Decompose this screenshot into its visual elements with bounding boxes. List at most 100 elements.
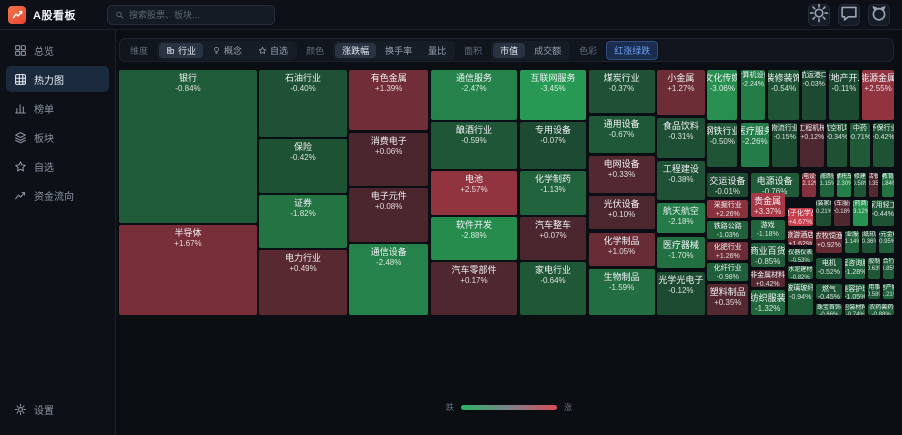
treemap-cell[interactable]: 服装家纺-0.21%	[815, 200, 832, 227]
treemap-cell[interactable]: 电子化学品+4.67%	[787, 207, 813, 227]
treemap-cell[interactable]: 互联网服务 -3.45%	[519, 70, 587, 120]
treemap-cell[interactable]: 汽车服务+0.18%	[834, 200, 850, 227]
treemap-cell[interactable]: 专业服务-1.14%	[845, 230, 860, 253]
treemap-cell[interactable]: 船舶制造-1.15%	[819, 172, 835, 197]
treemap-cell[interactable]: 造纸印刷-0.36%	[862, 230, 877, 253]
treemap-cell[interactable]: 化学制品 +1.05%	[588, 232, 655, 266]
treemap-cell[interactable]: 食品饮料 -0.31%	[656, 118, 705, 158]
treemap-cell[interactable]: 电池 +2.57%	[430, 170, 518, 216]
treemap-cell[interactable]: 物流行业 -0.15%	[772, 122, 798, 167]
treemap-cell[interactable]: 商业百货 -0.85%	[750, 242, 785, 267]
treemap-cell[interactable]: 公用事业-0.58%	[868, 283, 881, 300]
sidebar-item-heatmap[interactable]: 热力图	[6, 66, 109, 92]
treemap-cell[interactable]: 化纤行业 -0.98%	[707, 263, 749, 281]
treemap-cell[interactable]: 光伏设备 +0.10%	[588, 195, 655, 229]
treemap-cell[interactable]: 医药商业-3.12%	[852, 200, 869, 227]
treemap-cell[interactable]: 水泥建材 -0.82%	[787, 266, 813, 279]
treemap-cell[interactable]: 通信服务 -2.47%	[430, 70, 518, 120]
treemap-cell[interactable]: 能源金属 +2.55%	[862, 70, 894, 120]
treemap-cell[interactable]: 纺织服装 -1.32%	[750, 290, 785, 315]
sidebar-item-flow[interactable]: 资金流向	[6, 182, 109, 208]
treemap-cell[interactable]: 有色金属 +1.39%	[349, 70, 429, 131]
treemap-cell[interactable]: 包装材料-0.74%	[845, 303, 866, 315]
treemap-cell[interactable]: 化学制药 -1.13%	[519, 170, 587, 216]
filter-option-button[interactable]: 成交额	[527, 43, 568, 58]
treemap-cell[interactable]: 非金属材料 +0.42%	[750, 269, 785, 287]
sidebar-item-layers[interactable]: 板块	[6, 124, 109, 150]
treemap-cell[interactable]: 工程机械 +0.12%	[800, 122, 825, 167]
treemap-cell[interactable]: 燃气 -0.45%	[815, 283, 843, 300]
treemap-cell[interactable]: 铁路公路 -1.03%	[707, 220, 749, 239]
treemap-cell[interactable]: 专用设备 -0.07%	[519, 121, 587, 169]
treemap-cell[interactable]: 采掘行业 +2.26%	[707, 200, 749, 218]
treemap-cell[interactable]: 美容护理-1.05%	[845, 283, 866, 300]
filter-option-button[interactable]: 自选	[251, 43, 295, 58]
treemap-cell[interactable]: 电子元件 +0.08%	[349, 188, 429, 242]
treemap-cell[interactable]: 工程咨询服务-1.28%	[845, 257, 866, 279]
treemap-cell[interactable]: 煤炭行业 -0.37%	[588, 70, 655, 114]
treemap-cell[interactable]: 医疗服务 -2.26%	[740, 122, 770, 167]
treemap-cell[interactable]: 贵金属 +3.37%	[750, 192, 785, 217]
treemap-cell[interactable]: 家用轻工 -0.44%	[871, 200, 894, 227]
sidebar-item-settings[interactable]: 设置	[6, 396, 109, 422]
treemap-cell[interactable]: 通信设备 -2.48%	[349, 243, 429, 315]
treemap-cell[interactable]: 汽车整车 +0.07%	[519, 217, 587, 261]
treemap-cell[interactable]: 仪器仪表 -0.53%	[787, 249, 813, 263]
treemap-cell[interactable]: 软件开发 -2.88%	[430, 217, 518, 261]
treemap-cell[interactable]: 装修装饰 -0.54%	[768, 70, 799, 120]
treemap-cell[interactable]: 文化传媒 -3.06%	[707, 70, 738, 120]
treemap-cell[interactable]: 光学光电子 -0.12%	[656, 271, 705, 315]
treemap-cell[interactable]: 工程建设 -0.38%	[656, 160, 705, 201]
treemap-cell[interactable]: 游戏 -1.18%	[750, 219, 785, 241]
treemap-cell[interactable]: 房地产开发-0.11%	[828, 70, 860, 120]
search-input[interactable]	[129, 9, 267, 20]
treemap-cell[interactable]: 交运设备 -0.01%	[707, 172, 748, 197]
treemap-cell[interactable]: 酿酒行业 -0.59%	[430, 121, 518, 169]
treemap-cell[interactable]: 农药兽药-0.88%	[868, 303, 894, 315]
treemap-cell[interactable]: 风电设备+2.12%	[801, 172, 817, 197]
treemap-cell[interactable]: 电机 -0.52%	[815, 257, 843, 279]
treemap-cell[interactable]: 中药 -0.71%	[849, 122, 870, 167]
treemap-cell[interactable]: 旅游酒店 +1.62%	[787, 229, 813, 245]
treemap-cell[interactable]: 医疗器械 -1.70%	[656, 237, 705, 268]
filter-option-button[interactable]: 换手率	[378, 43, 419, 58]
treemap-cell[interactable]: 塑料制品 +0.35%	[707, 283, 749, 315]
sidebar-item-grid[interactable]: 总览	[6, 37, 109, 63]
treemap-cell[interactable]: 摩托车-2.30%	[837, 172, 851, 197]
treemap-cell[interactable]: 化肥行业 +1.26%	[707, 241, 749, 260]
treemap-cell[interactable]: 航空机场-0.34%	[827, 122, 847, 167]
treemap-cell[interactable]: 航运港口 -0.03%	[801, 70, 826, 120]
treemap-cell[interactable]: 珠宝首饰-0.66%	[815, 303, 843, 315]
treemap-cell[interactable]: 生物制品 -1.59%	[588, 268, 655, 315]
treemap-cell[interactable]: 电源设备 -0.76%	[750, 172, 799, 197]
treemap-cell[interactable]: 汽车零部件 +0.17%	[430, 262, 518, 315]
treemap-cell[interactable]: 家电行业 -0.64%	[519, 262, 587, 315]
filter-option-button[interactable]: 概念	[205, 43, 249, 58]
treemap-cell[interactable]: 航天航空 -2.18%	[656, 203, 705, 233]
treemap-cell[interactable]: 房地产服务-1.21%	[883, 283, 894, 300]
theme-toggle-button[interactable]	[808, 3, 830, 26]
treemap-cell[interactable]: 环保行业-0.42%	[873, 122, 894, 167]
treemap-cell[interactable]: 多元金融-0.95%	[879, 230, 894, 253]
filter-option-button[interactable]: 红涨绿跌	[606, 40, 659, 60]
github-button[interactable]	[868, 3, 890, 26]
feedback-button[interactable]	[838, 3, 860, 26]
sidebar-item-star[interactable]: 自选	[6, 153, 109, 179]
treemap-cell[interactable]: 通用设备 -0.67%	[588, 116, 655, 154]
treemap-cell[interactable]: 石油行业 -0.40%	[259, 70, 347, 137]
treemap-cell[interactable]: 电力行业 +0.49%	[259, 250, 347, 315]
treemap-cell[interactable]: 教育-1.84%	[881, 172, 894, 197]
treemap-cell[interactable]: 保险 -0.42%	[259, 139, 347, 193]
filter-option-button[interactable]: 行业	[159, 42, 204, 58]
treemap-cell[interactable]: 钢铁行业 -0.50%	[707, 122, 738, 167]
treemap-cell[interactable]: 银行 -0.84%	[119, 70, 257, 223]
filter-option-button[interactable]: 涨跌幅	[335, 42, 377, 58]
treemap-cell[interactable]: 玻璃玻纤 -0.94%	[787, 282, 813, 315]
treemap-cell[interactable]: 计算机设备-2.24%	[740, 70, 766, 120]
treemap-cell[interactable]: 农牧饲渔 +0.92%	[815, 230, 843, 253]
search-box[interactable]	[106, 4, 275, 25]
treemap-cell[interactable]: 消费电子 +0.06%	[349, 132, 429, 186]
treemap-cell[interactable]: 电网设备 +0.33%	[588, 155, 655, 193]
filter-option-button[interactable]: 量比	[421, 43, 453, 58]
treemap-cell[interactable]: 证券 -1.82%	[259, 194, 347, 248]
